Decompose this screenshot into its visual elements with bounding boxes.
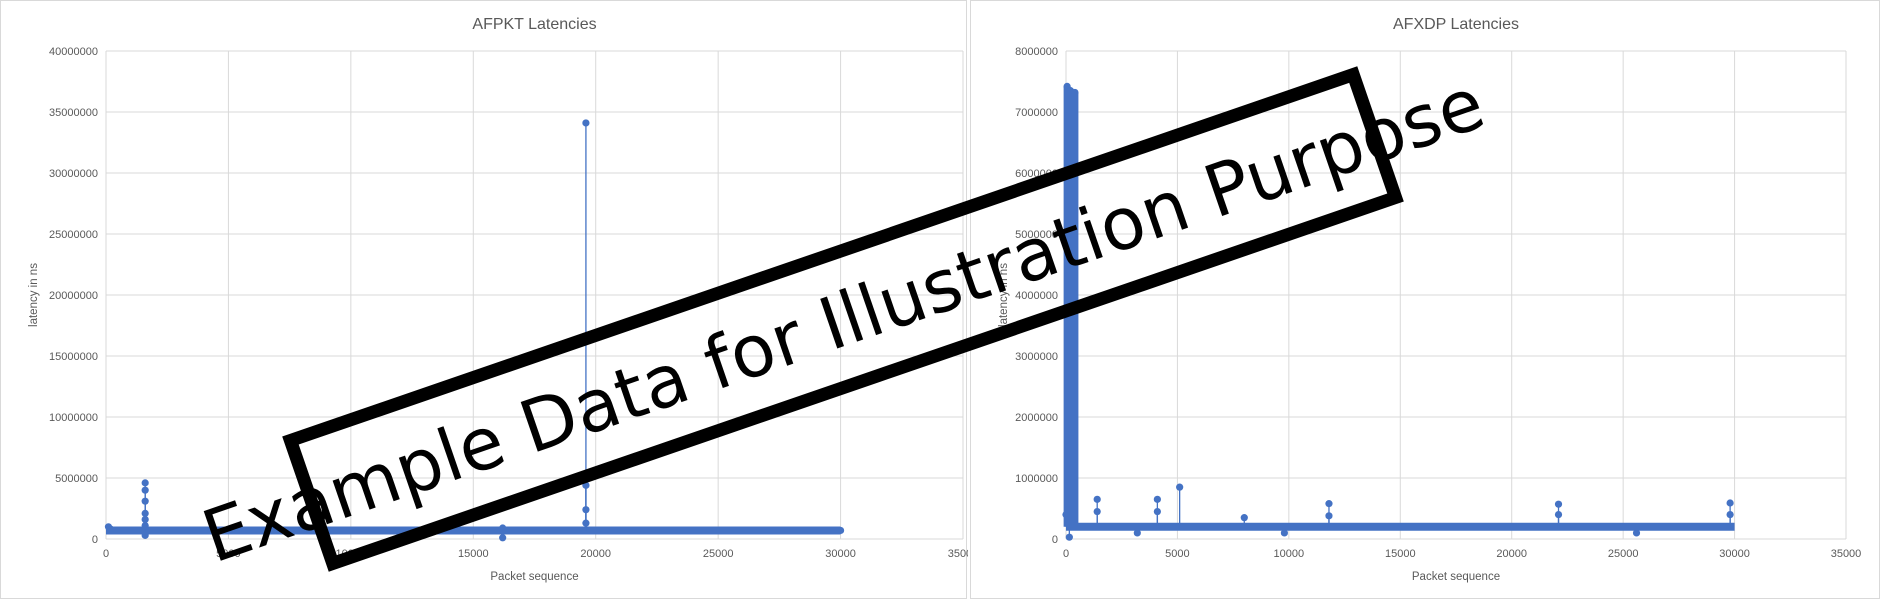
chart0-ytick-label: 25000000 bbox=[49, 229, 98, 241]
chart0-data-point bbox=[141, 515, 149, 524]
chart1-xtick-label: 20000 bbox=[1496, 548, 1527, 560]
chart0-xtick-label: 0 bbox=[103, 548, 109, 560]
chart-panel-afxdp: AFXDP Latencies 0 1000000 2000000 3000000 400… bbox=[970, 0, 1880, 599]
chart0-xtick-label: 5000 bbox=[216, 548, 240, 560]
chart0-data-point bbox=[141, 509, 149, 517]
chart1-ytick-label: 0 bbox=[1052, 534, 1058, 546]
chart0-xtick-label: 10000 bbox=[336, 548, 367, 560]
afpkt-chart-svg: AFPKT Latencies 0 5000000 10000000 15000000 2… bbox=[28, 16, 968, 583]
chart1-ytick-label: 3000000 bbox=[1015, 351, 1058, 363]
chart0-data-point bbox=[141, 479, 149, 487]
chart1-ytick-label: 4000000 bbox=[1015, 290, 1058, 302]
chart0-data-point bbox=[499, 534, 507, 542]
afxdp-chart-svg: AFXDP Latencies 0 1000000 2000000 3000000 400… bbox=[998, 16, 1862, 583]
chart1-data-point bbox=[1065, 533, 1073, 541]
chart1-y-axis-label: latency in ns bbox=[998, 263, 1010, 327]
chart1-data-point bbox=[1153, 495, 1161, 503]
chart1-data-point bbox=[1133, 529, 1141, 537]
chart0-ytick-label: 30000000 bbox=[49, 168, 98, 180]
chart0-data-point bbox=[315, 528, 323, 536]
chart1-xtick-label: 5000 bbox=[1165, 548, 1189, 560]
chart1-xtick-label: 10000 bbox=[1274, 548, 1305, 560]
chart0-data-point bbox=[582, 481, 590, 489]
chart0-data-point bbox=[141, 497, 149, 505]
chart1-xtick-label: 30000 bbox=[1719, 548, 1750, 560]
chart0-ytick-label: 35000000 bbox=[49, 107, 98, 119]
chart1-data-point bbox=[1071, 88, 1079, 97]
chart0-data-point bbox=[141, 486, 149, 494]
chart0-data-point bbox=[141, 531, 149, 539]
chart0-data-point bbox=[582, 119, 590, 127]
chart0-data-point bbox=[582, 506, 590, 514]
chart1-data-point bbox=[1632, 529, 1641, 537]
chart1-data-point bbox=[1280, 529, 1288, 537]
chart1-ytick-label: 6000000 bbox=[1015, 168, 1058, 180]
chart0-xtick-label: 25000 bbox=[703, 548, 734, 560]
chart0-data-point bbox=[141, 521, 149, 530]
chart-panel-afpkt: AFPKT Latencies 0 5000000 10000000 15000000 2… bbox=[0, 0, 968, 599]
chart1-x-axis-label: Packet sequence bbox=[1412, 571, 1500, 583]
chart0-x-axis-label: Packet sequence bbox=[490, 571, 578, 583]
chart1-data-point bbox=[1554, 510, 1563, 519]
chart0-title: AFPKT Latencies bbox=[472, 16, 596, 33]
chart1-xtick-label: 35000 bbox=[1831, 548, 1862, 560]
chart0-xtick-label: 30000 bbox=[825, 548, 856, 560]
chart1-ytick-label: 7000000 bbox=[1015, 107, 1058, 119]
chart1-data-point bbox=[1176, 483, 1184, 491]
chart1-data-point bbox=[1325, 500, 1333, 508]
chart0-ytick-label: 40000000 bbox=[49, 46, 98, 58]
chart0-data-point bbox=[836, 526, 845, 535]
chart1-ytick-label: 2000000 bbox=[1015, 412, 1058, 424]
chart1-ytick-label: 5000000 bbox=[1015, 229, 1058, 241]
chart1-title: AFXDP Latencies bbox=[1393, 16, 1519, 33]
chart0-data-point bbox=[582, 470, 590, 478]
chart1-ytick-label: 1000000 bbox=[1015, 473, 1058, 485]
chart1-data-point bbox=[1325, 512, 1333, 520]
chart0-data-point bbox=[107, 525, 115, 533]
chart1-data-point bbox=[1093, 495, 1101, 503]
chart0-ytick-label: 10000000 bbox=[49, 412, 98, 424]
chart1-ytick-label: 8000000 bbox=[1015, 46, 1058, 58]
chart1-data-point bbox=[1153, 507, 1161, 516]
chart1-data-point bbox=[1240, 514, 1248, 522]
chart0-xtick-label: 20000 bbox=[580, 548, 611, 560]
chart0-data-point bbox=[582, 519, 590, 527]
chart0-xtick-label: 15000 bbox=[458, 548, 489, 560]
chart1-data-point bbox=[1726, 510, 1734, 519]
chart1-xtick-label: 15000 bbox=[1385, 548, 1416, 560]
chart0-xtick-label: 35000 bbox=[948, 548, 968, 560]
chart0-ytick-label: 20000000 bbox=[49, 290, 98, 302]
chart0-ytick-label: 5000000 bbox=[55, 473, 98, 485]
chart0-y-axis-label: latency in ns bbox=[28, 263, 40, 327]
chart1-xtick-label: 25000 bbox=[1608, 548, 1639, 560]
chart1-data-point bbox=[1726, 499, 1734, 507]
chart1-xtick-label: 0 bbox=[1063, 548, 1069, 560]
chart1-data-point bbox=[1554, 500, 1563, 508]
chart1-data-point bbox=[1093, 507, 1101, 516]
chart0-ytick-label: 15000000 bbox=[49, 351, 98, 363]
chart0-ytick-label: 0 bbox=[92, 534, 98, 546]
